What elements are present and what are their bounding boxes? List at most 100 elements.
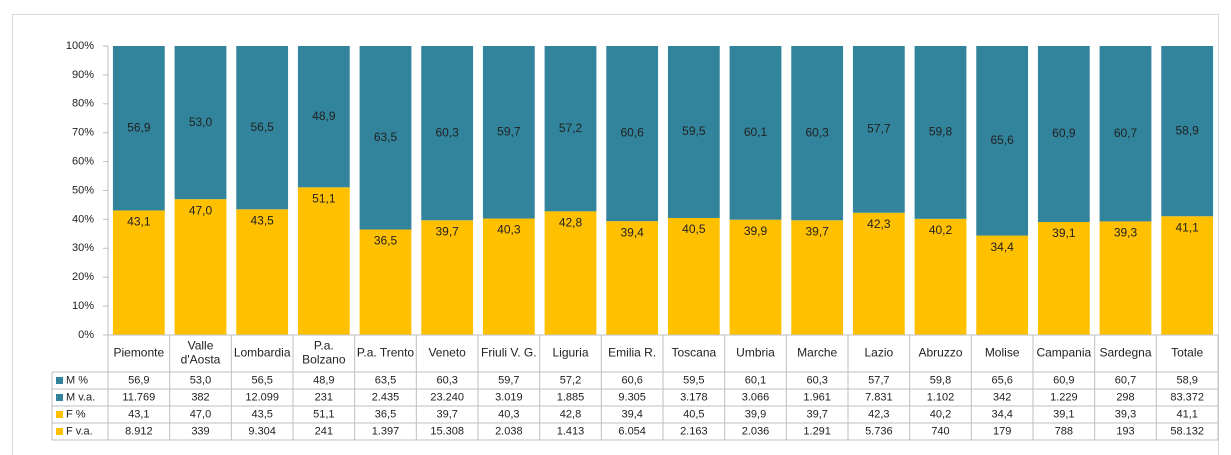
table-cell: 2.038 xyxy=(495,425,523,437)
value-label: 56,9 xyxy=(127,120,151,134)
value-label: 41,1 xyxy=(1175,220,1199,234)
row-label: F v.a. xyxy=(66,425,93,437)
bar-segment xyxy=(914,218,967,335)
table-cell: 15.308 xyxy=(430,425,464,437)
table-cell: 42,8 xyxy=(560,408,581,420)
table-cell: 43,5 xyxy=(251,408,272,420)
bar-segment xyxy=(297,187,350,335)
table-cell: 39,9 xyxy=(745,408,766,420)
table-cell: 56,5 xyxy=(251,374,272,386)
table-cell: 2.036 xyxy=(742,425,770,437)
table-cell: 42,3 xyxy=(868,408,889,420)
legend-marker xyxy=(56,428,63,435)
table-cell: 1.291 xyxy=(803,425,831,437)
value-label: 43,5 xyxy=(250,213,274,227)
y-tick-label: 70% xyxy=(72,127,94,139)
x-tick-label: P.a. Bolzano xyxy=(302,339,346,367)
y-tick-label: 30% xyxy=(72,242,94,254)
bar-segment xyxy=(297,46,350,188)
value-label: 39,1 xyxy=(1052,226,1076,240)
table-cell: 382 xyxy=(191,391,209,403)
table-cell: 342 xyxy=(993,391,1011,403)
x-tick-label: Toscana xyxy=(671,346,716,360)
table-cell: 8.912 xyxy=(125,425,153,437)
table-cell: 23.240 xyxy=(430,391,464,403)
table-cell: 231 xyxy=(315,391,333,403)
bar-segment xyxy=(729,219,782,335)
table-cell: 39,7 xyxy=(806,408,827,420)
table-cell: 12.099 xyxy=(245,391,279,403)
bar-segment xyxy=(544,46,597,212)
table-cell: 40,5 xyxy=(683,408,704,420)
x-tick-label: Marche xyxy=(797,346,837,360)
bar-segment xyxy=(606,221,659,335)
value-label: 40,3 xyxy=(497,223,521,237)
table-cell: 47,0 xyxy=(190,408,211,420)
table-cell: 39,1 xyxy=(1053,408,1074,420)
table-cell: 48,9 xyxy=(313,374,334,386)
y-tick-label: 90% xyxy=(72,69,94,81)
table-cell: 65,6 xyxy=(991,374,1012,386)
y-tick-label: 80% xyxy=(72,98,94,110)
table-cell: 5.736 xyxy=(865,425,893,437)
table-cell: 740 xyxy=(931,425,949,437)
bar-segment xyxy=(1037,46,1090,223)
table-cell: 3.066 xyxy=(742,391,770,403)
x-tick-label: Piemonte xyxy=(113,346,164,360)
value-label: 47,0 xyxy=(189,203,213,217)
table-cell: 179 xyxy=(993,425,1011,437)
chart-frame xyxy=(12,14,1219,455)
bar-segment xyxy=(976,46,1029,236)
x-tick-label: Umbria xyxy=(736,346,775,360)
value-label: 39,4 xyxy=(620,225,644,239)
y-tick-label: 100% xyxy=(66,40,94,52)
x-tick-label: Totale xyxy=(1171,346,1203,360)
y-tick-label: 0% xyxy=(78,329,94,341)
value-label: 39,7 xyxy=(435,224,459,238)
value-label: 39,3 xyxy=(1114,226,1138,240)
table-cell: 3.178 xyxy=(680,391,708,403)
value-label: 34,4 xyxy=(990,240,1014,254)
x-tick-label: Sardegna xyxy=(1099,346,1151,360)
table-cell: 63,5 xyxy=(375,374,396,386)
x-tick-label: Liguria xyxy=(552,346,588,360)
bar-segment xyxy=(359,46,412,230)
bar-segment xyxy=(606,46,659,222)
bar-segment xyxy=(852,212,905,335)
table-cell: 1.885 xyxy=(557,391,585,403)
legend-marker xyxy=(56,377,63,384)
bar-segment xyxy=(667,217,720,335)
value-label: 40,2 xyxy=(929,223,953,237)
value-label: 57,7 xyxy=(867,122,891,136)
x-tick-label: Lombardia xyxy=(234,346,291,360)
table-cell: 1.397 xyxy=(372,425,400,437)
table-cell: 36,5 xyxy=(375,408,396,420)
value-label: 65,6 xyxy=(990,133,1014,147)
table-cell: 788 xyxy=(1055,425,1073,437)
bar-segment xyxy=(544,211,597,335)
table-cell: 60,6 xyxy=(621,374,642,386)
value-label: 39,9 xyxy=(744,224,768,238)
bar-segment xyxy=(482,218,535,335)
bar-segment xyxy=(359,229,412,335)
value-label: 56,5 xyxy=(250,120,274,134)
table-cell: 34,4 xyxy=(991,408,1012,420)
value-label: 43,1 xyxy=(127,215,151,229)
y-tick-label: 20% xyxy=(72,271,94,283)
table-cell: 60,3 xyxy=(436,374,457,386)
table-cell: 60,7 xyxy=(1115,374,1136,386)
bar-segment xyxy=(482,46,535,219)
table-cell: 60,3 xyxy=(806,374,827,386)
table-cell: 51,1 xyxy=(313,408,334,420)
bar-segment xyxy=(791,46,844,221)
table-cell: 193 xyxy=(1116,425,1134,437)
table-cell: 40,2 xyxy=(930,408,951,420)
table-cell: 241 xyxy=(315,425,333,437)
table-cell: 60,9 xyxy=(1053,374,1074,386)
value-label: 39,7 xyxy=(805,224,829,238)
table-cell: 43,1 xyxy=(128,408,149,420)
bar-segment xyxy=(421,46,474,221)
value-label: 36,5 xyxy=(374,234,398,248)
